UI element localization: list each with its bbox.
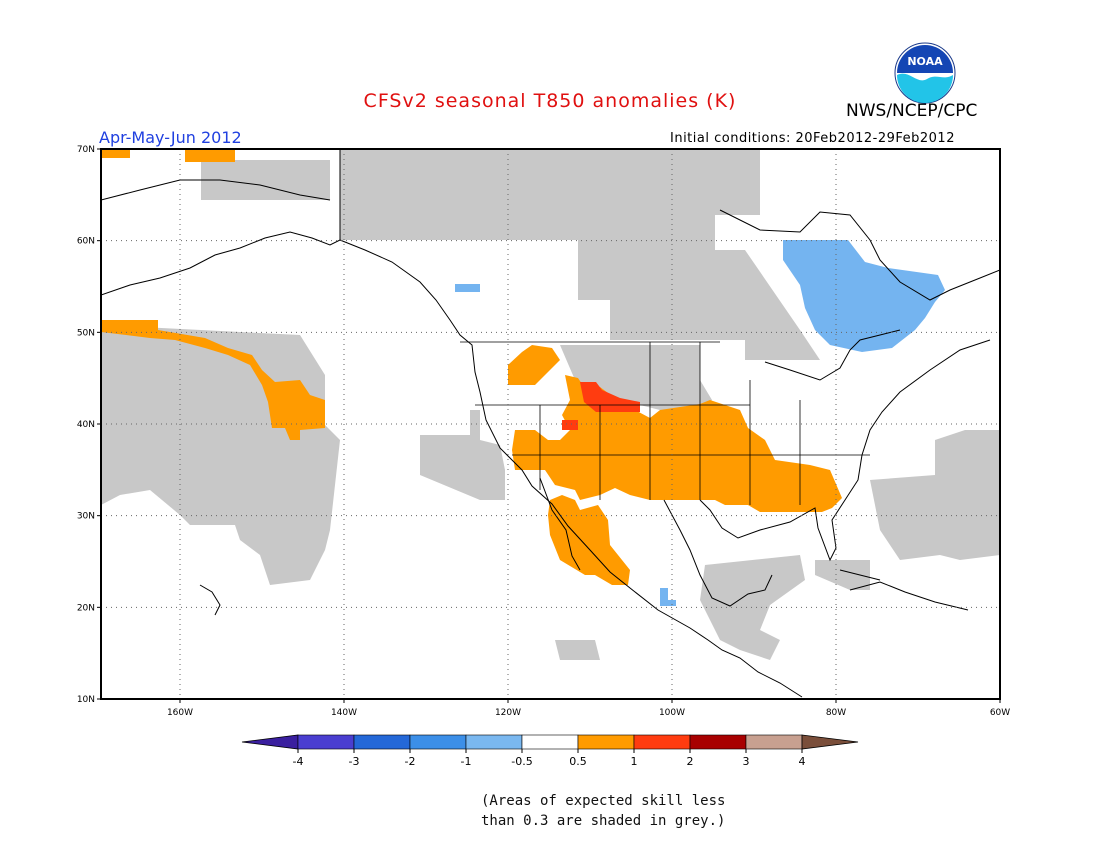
colorbar-label: -1 [461, 755, 472, 768]
latitude-labels: 70N 60N 50N 40N 30N 20N 10N [77, 145, 101, 705]
longitude-labels: 160W 140W 120W 100W 80W 60W [167, 699, 1010, 718]
graticule [101, 149, 1000, 699]
logo-text: NOAA [907, 55, 943, 68]
colorbar-left-arrow [241, 734, 299, 750]
organization-label: NWS/NCEP/CPC [846, 101, 978, 121]
lat-label: 10N [77, 695, 95, 705]
lat-label: 50N [77, 328, 95, 338]
colorbar-segment [689, 734, 747, 750]
colorbar-segment [633, 734, 691, 750]
lon-label: 160W [167, 708, 193, 718]
anomaly-map: 70N 60N 50N 40N 30N 20N 10N 160W 140W 120W 100W 80… [77, 145, 1010, 718]
state-border-lines [460, 341, 870, 505]
colorbar-segment [297, 734, 355, 750]
colorbar-label: -4 [293, 755, 304, 768]
colorbar-segment [353, 734, 411, 750]
colorbar-label: 3 [743, 755, 750, 768]
lon-label: 80W [826, 708, 846, 718]
colorbar-label: -3 [349, 755, 360, 768]
colorbar-segment [521, 734, 579, 750]
colorbar-label: -2 [405, 755, 416, 768]
colorbar-segment [745, 734, 803, 750]
season-label: Apr-May-Jun 2012 [99, 128, 242, 147]
lon-label: 60W [990, 708, 1010, 718]
coastline-outlines [101, 149, 1000, 698]
colorbar-segment [409, 734, 467, 750]
colorbar-right-arrow [801, 734, 859, 750]
lon-label: 100W [659, 708, 685, 718]
red-anomaly-regions [562, 382, 640, 430]
colorbar-label: 4 [799, 755, 806, 768]
lat-label: 30N [77, 512, 95, 522]
skill-note-line1: (Areas of expected skill less [481, 793, 726, 809]
chart-title: CFSv2 seasonal T850 anomalies (K) [363, 90, 737, 112]
colorbar-segment [577, 734, 635, 750]
noaa-logo-icon: NOAA [894, 42, 956, 104]
colorbar-label: 0.5 [569, 755, 587, 768]
lon-label: 140W [331, 708, 357, 718]
colorbar: -4 -3 -2 -1 -0.5 0.5 1 2 3 4 [241, 734, 859, 768]
lat-label: 40N [77, 420, 95, 430]
colorbar-segment [465, 734, 523, 750]
colorbar-label: 2 [687, 755, 694, 768]
lat-label: 60N [77, 237, 95, 247]
lat-label: 20N [77, 603, 95, 613]
colorbar-label: 1 [631, 755, 638, 768]
colorbar-label: -0.5 [511, 755, 532, 768]
initial-conditions-label: Initial conditions: 20Feb2012-29Feb2012 [670, 131, 955, 146]
blue-anomaly-regions [455, 240, 945, 606]
skill-note-line2: than 0.3 are shaded in grey.) [481, 813, 726, 829]
lat-label: 70N [77, 145, 95, 155]
lon-label: 120W [495, 708, 521, 718]
